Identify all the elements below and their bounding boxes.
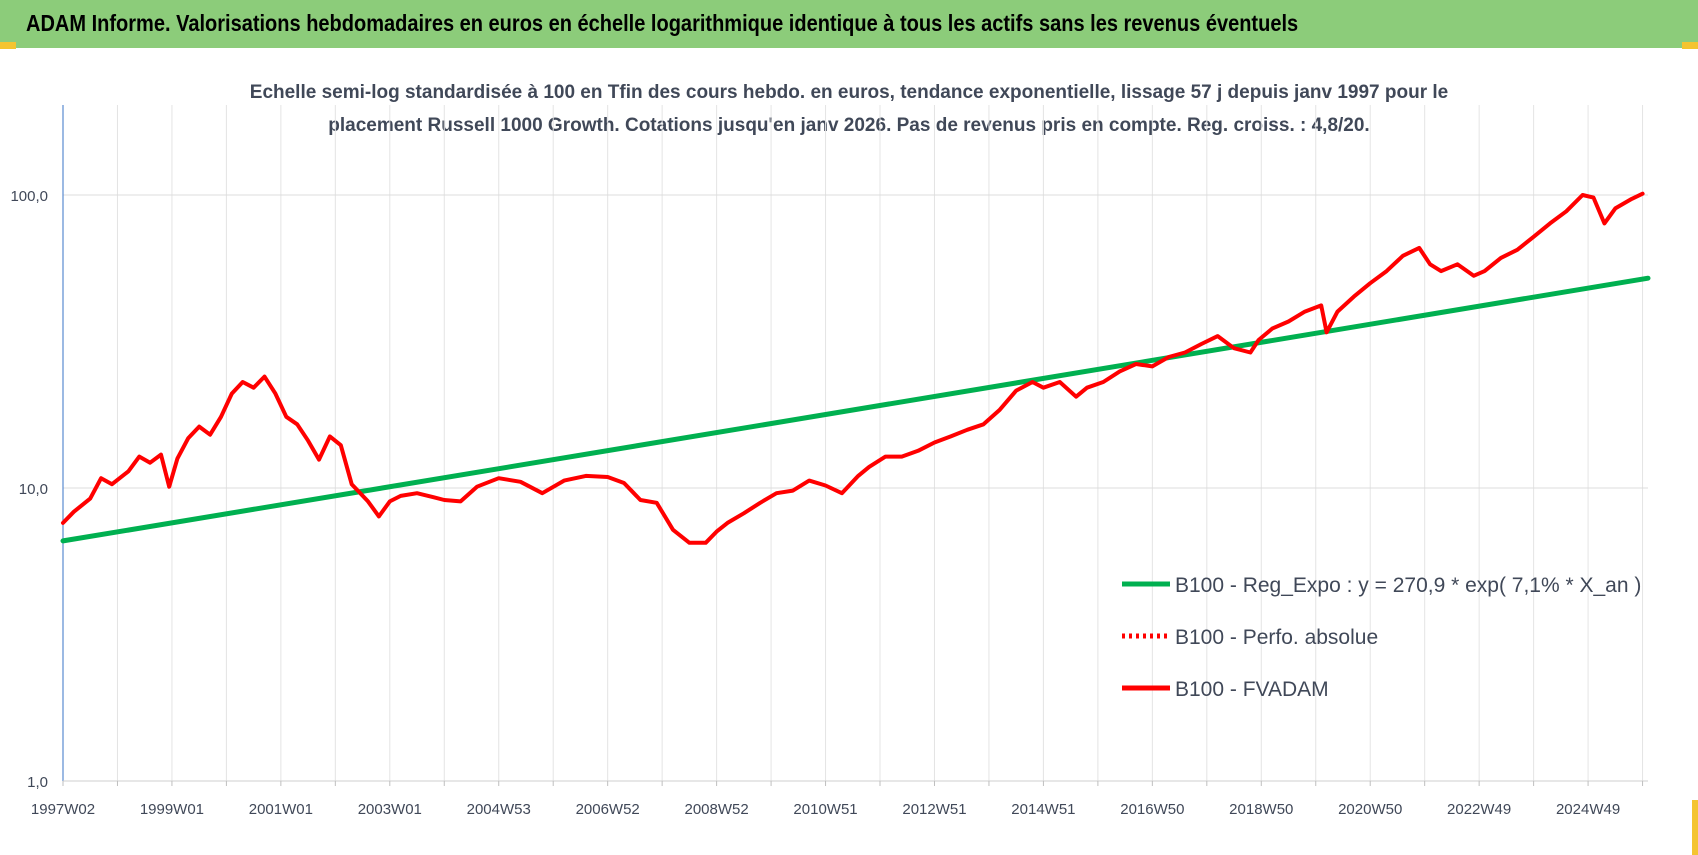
legend-label-2: B100 - Perfo. absolue xyxy=(1175,626,1378,649)
x-tick-label: 2008W52 xyxy=(684,801,748,818)
series-lines xyxy=(60,191,1651,545)
corner-marker-bottom-right xyxy=(1692,800,1698,855)
legend-label-1: B100 - Reg_Expo : y = 270,9 * exp( 7,1% … xyxy=(1175,574,1641,597)
series-line-3 xyxy=(61,191,1645,545)
chart-subtitle: Echelle semi-log standardisée à 100 en T… xyxy=(0,76,1698,142)
gridlines xyxy=(63,105,1648,782)
legend-label-3: B100 - FVADAM xyxy=(1175,678,1329,701)
x-tick-label: 2001W01 xyxy=(249,801,313,818)
chart-subtitle-line-2: placement Russell 1000 Growth. Cotations… xyxy=(328,115,1370,136)
x-tick-label: 2014W51 xyxy=(1011,801,1075,818)
x-tick-label: 2020W50 xyxy=(1338,801,1402,818)
corner-marker-top-right xyxy=(1682,42,1698,49)
x-tick-label: 2012W51 xyxy=(902,801,966,818)
corner-marker-top-left xyxy=(0,42,16,49)
series-line-1 xyxy=(60,275,1651,544)
y-tick-label: 100,0 xyxy=(10,188,48,205)
chart-subtitle-line-1: Echelle semi-log standardisée à 100 en T… xyxy=(249,82,1449,103)
header-banner: ADAM Informe. Valorisations hebdomadaire… xyxy=(0,0,1698,48)
page-title: ADAM Informe. Valorisations hebdomadaire… xyxy=(26,10,1299,36)
y-tick-label: 1,0 xyxy=(27,774,48,791)
x-tick-label: 1997W02 xyxy=(31,801,95,818)
x-tick-label: 2004W53 xyxy=(467,801,531,818)
x-tick-label: 2016W50 xyxy=(1120,801,1184,818)
x-tick-label: 2006W52 xyxy=(576,801,640,818)
x-tick-label: 2003W01 xyxy=(358,801,422,818)
x-tick-label: 2010W51 xyxy=(793,801,857,818)
x-tick-label: 1999W01 xyxy=(140,801,204,818)
legend: B100 - Reg_Expo : y = 270,9 * exp( 7,1% … xyxy=(1122,574,1641,701)
axes: 1,0 10,0 100,0 1997W02 1999W01 2001W01 2003W01… xyxy=(10,105,1648,818)
x-tick-label: 2024W49 xyxy=(1556,801,1620,818)
x-tick-label: 2018W50 xyxy=(1229,801,1293,818)
x-tick-label: 2022W49 xyxy=(1447,801,1511,818)
y-tick-label: 10,0 xyxy=(19,481,48,498)
